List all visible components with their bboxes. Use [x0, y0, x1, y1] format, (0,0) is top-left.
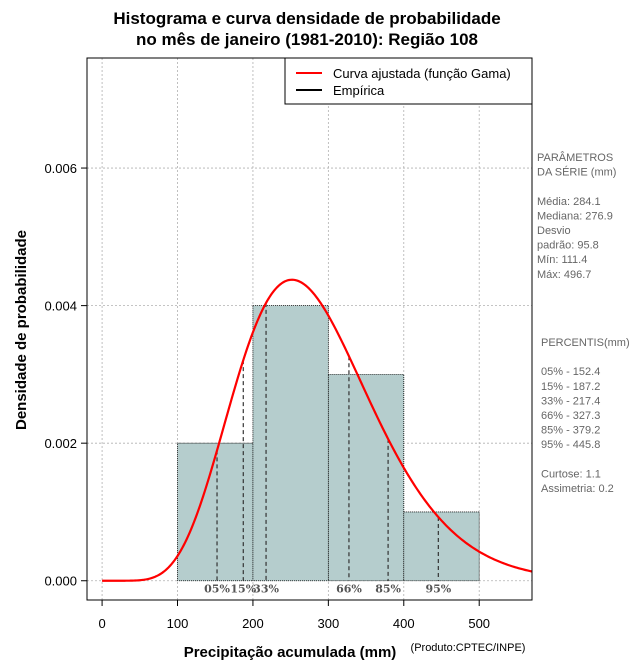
y-tick-label: 0.002: [44, 436, 77, 451]
percentile-stat-line: 85% - 379.2: [541, 425, 600, 437]
y-axis: 0.000 0.002 0.004 0.006: [44, 161, 87, 589]
x-tick-label: 400: [393, 616, 415, 631]
legend: Curva ajustada (função Gama) Empírica: [284, 57, 533, 105]
histogram-bar-1: [177, 442, 254, 582]
percentile-label-95: 95%: [425, 583, 451, 596]
series-parameters-panel: PARÂMETROS DA SÉRIE (mm) Média: 284.1 Medi…: [537, 151, 616, 281]
percentile-stat-line: 95% - 445.8: [541, 439, 600, 451]
percentile-stat-line: 05% - 152.4: [541, 366, 600, 378]
percentile-label-66: 66%: [336, 583, 362, 596]
product-credit: (Produto:CPTEC/INPE): [411, 642, 526, 654]
y-tick-label: 0.004: [44, 299, 77, 314]
series-parameter-line: Desvio: [537, 225, 571, 237]
x-tick-label: 300: [318, 616, 340, 631]
series-parameter-line: Mediana: 276.9: [537, 210, 613, 222]
chart-title-line-1: Histograma e curva densidade de probabil…: [113, 9, 500, 28]
percentile-label-15: 15%: [230, 583, 256, 596]
series-parameter-line: Mín: 111.4: [537, 254, 587, 266]
percentile-stat-line: Assimetria: 0.2: [541, 483, 614, 495]
series-parameter-line: Máx: 496.7: [537, 269, 591, 281]
series-parameter-line: DA SÉRIE (mm): [537, 166, 616, 179]
percentile-stat-line: 33% - 217.4: [541, 395, 600, 407]
series-parameter-line: Média: 284.1: [537, 196, 601, 208]
x-tick-label: 100: [167, 616, 189, 631]
x-tick-label: 500: [468, 616, 490, 631]
percentile-lines: 05% 15%33% 66% 85% 95%: [204, 302, 452, 596]
percentile-label-85: 85%: [375, 583, 401, 596]
chart-title-line-2: no mês de janeiro (1981-2010): Região 10…: [136, 30, 478, 49]
histogram-bar-3: [327, 373, 405, 582]
y-tick-label: 0.000: [44, 574, 77, 589]
x-axis: 0 100 200 300 400 500: [98, 600, 490, 631]
histogram-bars: [177, 305, 480, 582]
y-tick-label: 0.006: [44, 161, 77, 176]
series-parameter-line: PARÂMETROS: [537, 151, 613, 164]
fitted-gamma-curve: [102, 278, 533, 582]
percentile-stat-line: 66% - 327.3: [541, 410, 600, 422]
percentile-stat-line: PERCENTIS(mm): [541, 337, 630, 349]
percentile-label-05: 05%: [204, 583, 230, 596]
legend-box: [284, 57, 533, 105]
series-parameter-line: padrão: 95.8: [537, 240, 599, 252]
y-axis-label: Densidade de probabilidade: [13, 230, 30, 430]
legend-label-empirical: Empírica: [333, 83, 385, 98]
histogram-bar-4: [403, 511, 480, 582]
percentile-stat-line: 15% - 187.2: [541, 381, 600, 393]
percentile-stat-line: Curtose: 1.1: [541, 468, 601, 480]
legend-label-fitted: Curva ajustada (função Gama): [333, 66, 511, 81]
x-tick-label: 0: [98, 616, 105, 631]
x-axis-label: Precipitação acumulada (mm): [184, 644, 397, 660]
percentile-label-33: 33%: [253, 583, 279, 596]
x-tick-label: 200: [242, 616, 264, 631]
percentiles-panel: PERCENTIS(mm) 05% - 152.4 15% - 187.2 33% -…: [541, 337, 630, 495]
histogram-bar-2: [252, 305, 329, 582]
